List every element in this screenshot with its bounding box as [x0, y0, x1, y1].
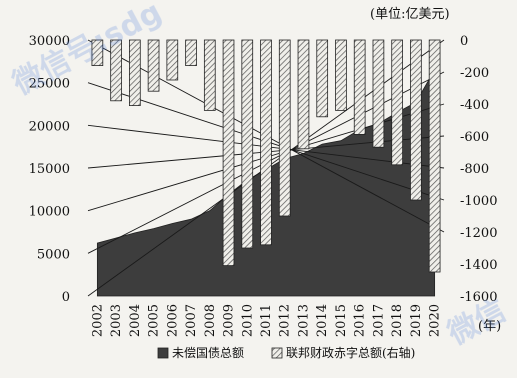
- deficit-bar: [185, 39, 197, 67]
- deficit-bar: [203, 39, 216, 111]
- x-axis-tick-label: 2005: [147, 304, 162, 337]
- x-axis-tick-label: 2012: [278, 304, 293, 337]
- left-axis-tick-label: 15000: [29, 162, 70, 177]
- deficit-bar: [110, 39, 122, 102]
- right-axis-tick-label: -800: [460, 162, 489, 177]
- left-axis-tick-label: 20000: [29, 119, 70, 134]
- deficit-bar: [222, 39, 235, 267]
- left-axis-tick-label: 10000: [29, 205, 70, 220]
- deficit-bar: [91, 39, 104, 67]
- x-axis-tick-label: 2015: [334, 304, 349, 337]
- labels-layer: (单位:亿美元) (年) 0 5000 10000 15000 20000 25000 30…: [29, 7, 502, 337]
- deficit-bar: [166, 39, 179, 81]
- deficit-bar: [147, 39, 160, 92]
- legend: 未偿国债总额 联邦财政赤字总额(右轴): [157, 345, 415, 360]
- watermark-bottom-right: 微信: [441, 293, 511, 353]
- x-axis-tick-label: 2019: [409, 304, 424, 337]
- deficit-bar: [297, 39, 310, 150]
- right-axis-tick-label: 0: [460, 34, 468, 49]
- right-axis-tick-label: -1400: [460, 258, 497, 273]
- bars-layer: [91, 39, 441, 273]
- right-axis-tick-label: -600: [460, 130, 489, 145]
- right-axis-tick-label: -200: [460, 66, 489, 81]
- x-axis-tick-label: 2004: [128, 304, 143, 337]
- deficit-bar: [241, 39, 254, 249]
- legend-area-label: 未偿国债总额: [172, 345, 244, 360]
- left-axis-tick-label: 0: [62, 290, 70, 305]
- x-axis-tick-label: 2009: [222, 304, 237, 337]
- watermark-top-left: 微信号:sdg: [6, 0, 167, 103]
- right-axis-tick-label: -400: [460, 98, 489, 113]
- deficit-bar: [335, 39, 347, 111]
- x-axis-tick-label: 2007: [184, 304, 199, 337]
- x-axis-unit-label: (年): [478, 319, 501, 334]
- legend-area-swatch: [157, 347, 169, 359]
- deficit-bar: [353, 39, 366, 135]
- x-axis-tick-label: 2013: [296, 304, 311, 337]
- x-axis-tick-label: 2003: [109, 304, 124, 337]
- deficit-bar: [129, 39, 141, 106]
- legend-bar-label: 联邦财政赤字总额(右轴): [286, 345, 415, 360]
- right-axis-tick-label: -1000: [460, 194, 497, 209]
- legend-bar-swatch: [271, 347, 283, 359]
- x-axis-tick-label: 2008: [203, 304, 218, 337]
- x-axis-tick-label: 2020: [428, 304, 443, 337]
- x-axis-tick-label: 2014: [315, 304, 330, 337]
- left-axis-tick-label: 5000: [37, 247, 70, 262]
- unit-label: (单位:亿美元): [370, 7, 450, 22]
- deficit-bar: [428, 39, 441, 273]
- deficit-bar: [391, 39, 403, 166]
- x-axis-tick-label: 2002: [90, 304, 105, 337]
- x-axis-tick-label: 2006: [165, 304, 180, 337]
- deficit-bar: [316, 39, 329, 118]
- x-axis-tick-label: 2010: [240, 304, 255, 337]
- deficit-bar: [278, 39, 291, 217]
- right-axis-tick-label: -1600: [460, 290, 497, 305]
- right-axis-tick-label: -1200: [460, 226, 497, 241]
- x-axis-tick-label: 2017: [371, 304, 386, 337]
- x-axis-tick-label: 2018: [390, 304, 405, 337]
- deficit-bar: [410, 39, 422, 201]
- left-axis-tick-label: 30000: [29, 34, 70, 49]
- deficit-bar: [372, 39, 385, 148]
- deficit-bar: [260, 39, 272, 246]
- x-axis-tick-label: 2011: [259, 304, 274, 337]
- x-axis-tick-label: 2016: [353, 304, 368, 337]
- left-axis-tick-label: 25000: [29, 77, 70, 92]
